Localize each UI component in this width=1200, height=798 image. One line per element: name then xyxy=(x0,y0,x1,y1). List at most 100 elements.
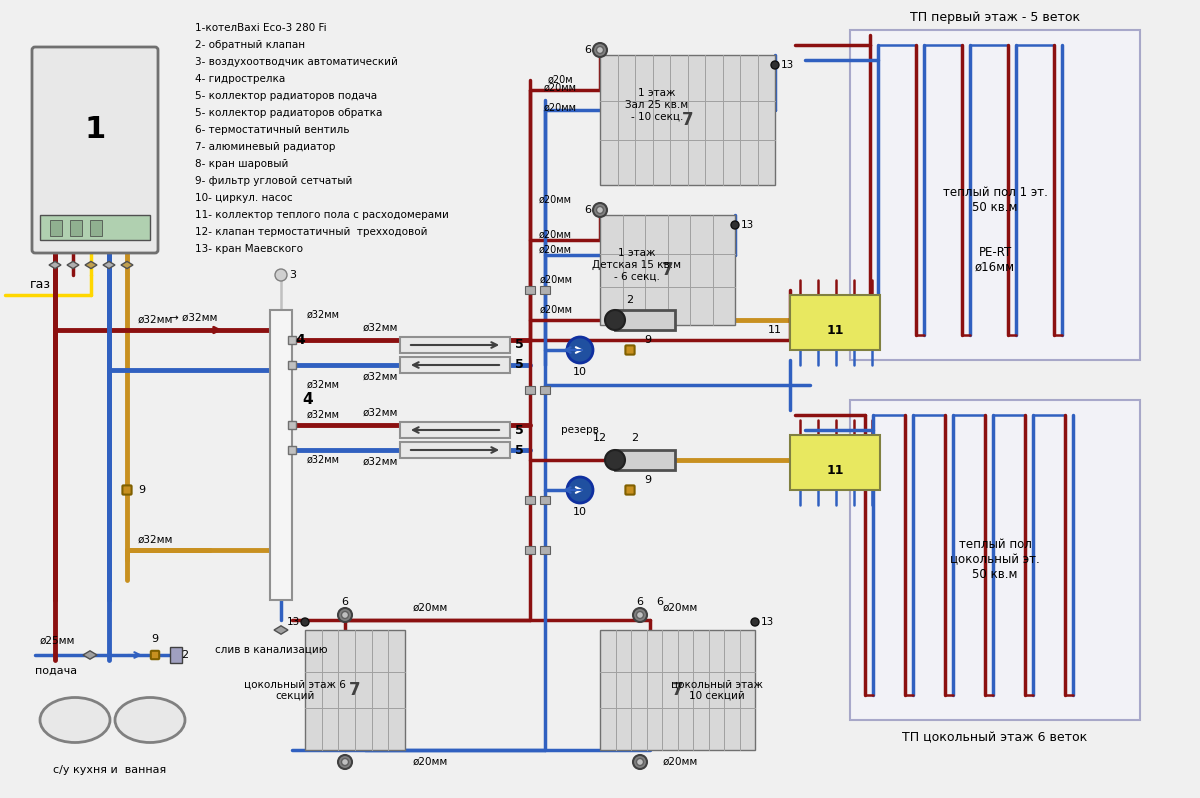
Text: 1 этаж
Детская 15 кв.м
- 6 секц.: 1 этаж Детская 15 кв.м - 6 секц. xyxy=(593,248,682,282)
Circle shape xyxy=(301,618,310,626)
Text: ø25мм: ø25мм xyxy=(40,636,76,646)
Text: 3- воздухоотводчик автоматический: 3- воздухоотводчик автоматический xyxy=(194,57,398,67)
Text: ø32мм: ø32мм xyxy=(307,380,340,390)
Text: 11- коллектор теплого пола с расходомерами: 11- коллектор теплого пола с расходомера… xyxy=(194,210,449,220)
Circle shape xyxy=(568,337,593,363)
Text: ø20мм: ø20мм xyxy=(540,275,574,285)
Circle shape xyxy=(342,759,348,765)
Text: 1: 1 xyxy=(84,116,106,144)
Text: ø32мм: ø32мм xyxy=(137,315,173,325)
Circle shape xyxy=(772,61,779,69)
Bar xyxy=(70,220,82,236)
Bar xyxy=(288,361,296,369)
Text: 9: 9 xyxy=(644,335,652,345)
Bar xyxy=(600,55,775,185)
Text: 6: 6 xyxy=(584,45,592,55)
Text: ø32мм: ø32мм xyxy=(137,535,173,545)
Text: ø20мм: ø20мм xyxy=(413,757,448,767)
Circle shape xyxy=(568,477,593,503)
Text: 12- клапан термостатичный  трехходовой: 12- клапан термостатичный трехходовой xyxy=(194,227,427,237)
Bar xyxy=(850,30,1140,360)
Text: 9: 9 xyxy=(138,485,145,495)
Text: с/у кухня и  ванная: с/у кухня и ванная xyxy=(53,765,167,775)
Text: 13: 13 xyxy=(740,220,754,230)
Text: 6: 6 xyxy=(636,597,643,607)
Text: 4: 4 xyxy=(295,333,305,347)
Text: ø32мм: ø32мм xyxy=(362,408,397,418)
Bar xyxy=(288,446,296,454)
Text: ø20мм: ø20мм xyxy=(539,195,571,205)
Bar xyxy=(540,286,550,294)
Text: резерв: резерв xyxy=(562,425,599,435)
Bar xyxy=(616,310,674,330)
Bar xyxy=(526,286,535,294)
FancyBboxPatch shape xyxy=(625,346,635,354)
Text: 13- кран Маевского: 13- кран Маевского xyxy=(194,244,302,254)
Text: ТП цокольный этаж 6 веток: ТП цокольный этаж 6 веток xyxy=(902,732,1087,745)
Text: 7: 7 xyxy=(682,111,694,129)
Bar xyxy=(170,647,182,663)
FancyBboxPatch shape xyxy=(122,485,132,495)
Text: ø32мм: ø32мм xyxy=(362,323,397,333)
Text: 5- коллектор радиаторов подача: 5- коллектор радиаторов подача xyxy=(194,91,377,101)
Text: 5: 5 xyxy=(515,358,523,372)
Text: 9: 9 xyxy=(151,634,158,644)
Bar xyxy=(526,496,535,504)
Text: слив в канализацию: слив в канализацию xyxy=(215,645,328,655)
Text: ø32мм: ø32мм xyxy=(307,310,340,320)
Text: цокольный этаж 6
секций: цокольный этаж 6 секций xyxy=(244,679,346,701)
Text: ø20мм: ø20мм xyxy=(539,230,571,240)
Circle shape xyxy=(731,221,739,229)
Text: ø32мм: ø32мм xyxy=(362,457,397,467)
Bar xyxy=(526,546,535,554)
Text: 5: 5 xyxy=(515,338,523,351)
Text: PE-RT
ø16мм: PE-RT ø16мм xyxy=(974,246,1015,274)
Text: 9: 9 xyxy=(644,475,652,485)
Text: 1 этаж
Зал 25 кв.м
- 10 секц.: 1 этаж Зал 25 кв.м - 10 секц. xyxy=(625,89,689,121)
Text: 2: 2 xyxy=(181,650,188,660)
Ellipse shape xyxy=(115,697,185,742)
Circle shape xyxy=(593,43,607,57)
Circle shape xyxy=(593,203,607,217)
Text: 11: 11 xyxy=(768,325,782,335)
Text: 3: 3 xyxy=(289,270,296,280)
Text: 11: 11 xyxy=(827,464,844,476)
Text: цокольный этаж
10 секций: цокольный этаж 10 секций xyxy=(671,679,763,701)
Text: 7: 7 xyxy=(672,681,683,699)
Circle shape xyxy=(751,618,760,626)
Text: ø32мм: ø32мм xyxy=(307,455,340,465)
FancyBboxPatch shape xyxy=(32,47,158,253)
FancyBboxPatch shape xyxy=(151,651,160,659)
Text: теплый пол 1 эт.
50 кв.м: теплый пол 1 эт. 50 кв.м xyxy=(942,186,1048,214)
Polygon shape xyxy=(49,262,61,269)
Bar xyxy=(288,421,296,429)
Text: ø20мм: ø20мм xyxy=(662,603,697,613)
Bar xyxy=(616,450,674,470)
Text: 10: 10 xyxy=(574,507,587,517)
Bar xyxy=(90,220,102,236)
Polygon shape xyxy=(67,262,79,269)
Text: теплый пол
цокольный эт.
50 кв.м: теплый пол цокольный эт. 50 кв.м xyxy=(950,539,1040,582)
Text: ø20мм: ø20мм xyxy=(662,757,697,767)
Text: → ø32мм: → ø32мм xyxy=(170,313,217,323)
Text: 4: 4 xyxy=(302,393,313,408)
Polygon shape xyxy=(274,626,288,634)
Text: 7: 7 xyxy=(349,681,361,699)
Bar xyxy=(790,295,880,350)
Bar xyxy=(540,386,550,394)
Circle shape xyxy=(636,611,643,618)
Bar xyxy=(600,215,734,325)
Bar xyxy=(50,220,62,236)
Circle shape xyxy=(275,269,287,281)
Text: 1-котелBaxi Eco-3 280 Fi: 1-котелBaxi Eco-3 280 Fi xyxy=(194,23,326,33)
Text: 5: 5 xyxy=(515,424,523,437)
Text: 6: 6 xyxy=(342,597,348,607)
Text: ø20мм: ø20мм xyxy=(413,603,448,613)
Text: 5: 5 xyxy=(515,444,523,456)
Circle shape xyxy=(605,450,625,470)
Text: 12: 12 xyxy=(593,433,607,443)
Text: 7- алюминевый радиатор: 7- алюминевый радиатор xyxy=(194,142,335,152)
Text: 13: 13 xyxy=(761,617,774,627)
Polygon shape xyxy=(103,262,115,269)
Text: 13: 13 xyxy=(780,60,793,70)
